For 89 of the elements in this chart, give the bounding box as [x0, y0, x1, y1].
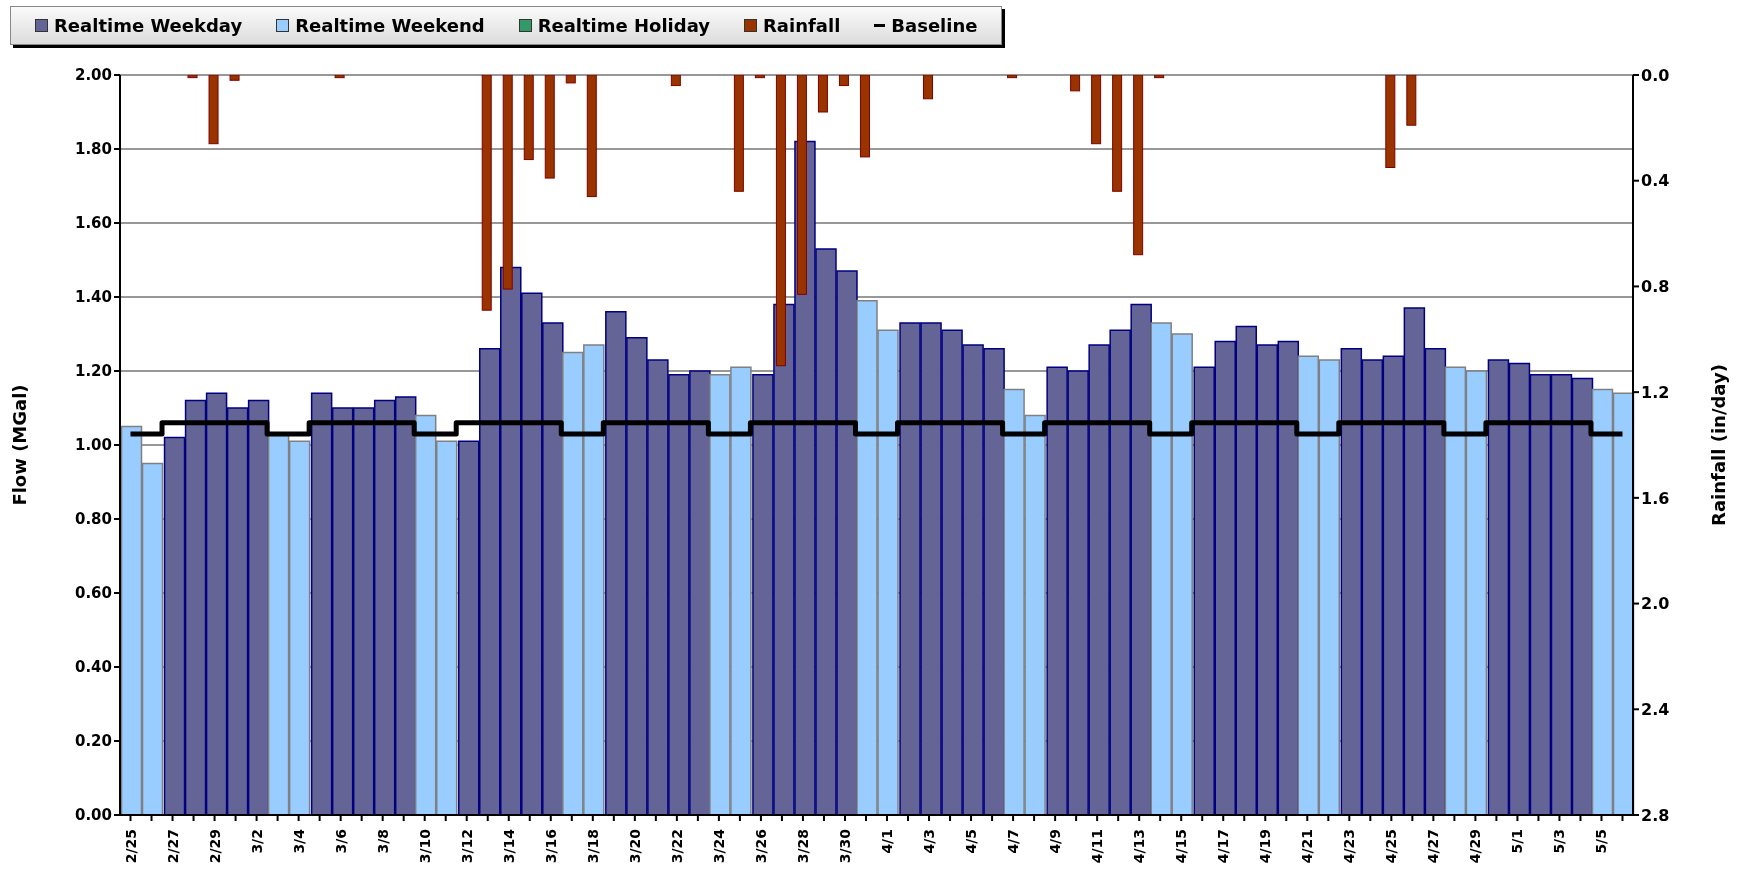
x-tick-label: 3/30	[836, 828, 853, 864]
bar	[1070, 75, 1081, 92]
bar	[334, 75, 345, 79]
x-tick-label: 3/18	[584, 829, 601, 864]
x-tick-label: 4/5	[963, 829, 980, 854]
bar	[1007, 75, 1018, 79]
x-tick-label: 5/3	[1551, 829, 1568, 854]
y2-tick-label: 2.0	[1641, 594, 1670, 614]
bar	[670, 75, 681, 87]
x-tick-label: 2/27	[164, 829, 181, 864]
y2-tick-label: 2.8	[1641, 805, 1670, 825]
bar	[817, 75, 828, 113]
y-tick-label: 0.80	[74, 510, 112, 529]
bar	[1112, 75, 1123, 192]
bar	[187, 75, 198, 79]
x-tick-label: 3/10	[416, 828, 433, 864]
bar	[838, 75, 849, 87]
y-tick-label: 2.00	[74, 66, 112, 85]
y2-tick-label: 1.6	[1641, 488, 1670, 508]
x-tick-label: 4/11	[1089, 829, 1106, 864]
x-tick-label: 4/19	[1257, 829, 1274, 864]
bar	[796, 75, 807, 295]
bar	[754, 75, 765, 79]
x-tick-label: 4/7	[1005, 829, 1022, 854]
y2-tick-label: 1.2	[1641, 382, 1670, 402]
x-tick-label: 3/6	[332, 829, 349, 854]
x-tick-label: 4/23	[1341, 829, 1358, 864]
bar	[208, 75, 219, 145]
bar	[859, 75, 870, 158]
y-tick-label: 1.60	[74, 214, 112, 233]
bar	[1154, 75, 1165, 79]
y2-tick-label: 0.8	[1641, 277, 1670, 297]
legend-label: Realtime Holiday	[537, 15, 710, 36]
bar	[1406, 75, 1417, 126]
x-tick-label: 3/24	[710, 828, 727, 864]
x-tick-label: 3/20	[626, 828, 643, 864]
x-tick-label: 3/12	[458, 829, 475, 864]
bar	[502, 75, 513, 290]
x-tick-label: 4/17	[1215, 829, 1232, 864]
x-tick-label: 4/3	[921, 829, 938, 854]
y2-axis-title: Rainfall (in/day)	[1708, 364, 1730, 526]
bar	[923, 75, 934, 100]
bar	[229, 75, 240, 81]
x-tick-label: 4/25	[1383, 829, 1400, 864]
y2-tick-label: 0.0	[1641, 65, 1670, 85]
x-tick-label: 3/22	[668, 829, 685, 864]
x-tick-label: 4/15	[1173, 829, 1190, 864]
bar	[1385, 75, 1396, 168]
x-tick-label: 3/28	[794, 829, 811, 864]
x-tick-label: 3/14	[500, 828, 517, 864]
y2-tick-label: 0.4	[1641, 171, 1670, 191]
x-tick-label: 2/25	[122, 829, 139, 864]
x-tick-label: 3/8	[374, 829, 391, 854]
bar	[1091, 75, 1102, 145]
y-tick-label: 0.20	[74, 732, 112, 751]
bar	[1133, 75, 1144, 256]
y-tick-label: 0.60	[74, 584, 112, 603]
x-tick-label: 3/2	[248, 829, 265, 854]
y-tick-label: 0.00	[74, 806, 112, 825]
bar	[565, 75, 576, 84]
legend-label: Realtime Weekday	[54, 15, 243, 36]
y-tick-label: 1.80	[74, 140, 112, 159]
legend-label: Realtime Weekend	[295, 15, 485, 36]
y-axis-title: Flow (MGal)	[9, 384, 31, 506]
x-tick-label: 2/29	[206, 829, 223, 864]
bar	[733, 75, 744, 192]
x-tick-label: 5/1	[1509, 829, 1526, 854]
x-tick-label: 4/9	[1047, 829, 1064, 854]
bar	[523, 75, 534, 161]
bar	[775, 75, 786, 367]
x-tick-label: 4/29	[1467, 829, 1484, 864]
x-tick-label: 4/27	[1425, 829, 1442, 864]
y-tick-label: 1.40	[74, 288, 112, 307]
x-tick-label: 3/26	[752, 829, 769, 864]
y2-tick-label: 2.4	[1641, 699, 1670, 719]
bar	[481, 75, 492, 311]
x-tick-label: 3/16	[542, 829, 559, 864]
x-tick-label: 3/4	[290, 828, 307, 854]
y-tick-label: 1.00	[74, 436, 112, 455]
bar	[544, 75, 555, 179]
x-tick-label: 4/1	[879, 829, 896, 854]
x-tick-label: 4/21	[1299, 829, 1316, 864]
legend-label: Rainfall	[763, 15, 841, 36]
x-tick-label: 5/5	[1593, 829, 1610, 854]
bar	[586, 75, 597, 198]
y-tick-label: 1.20	[74, 362, 112, 381]
legend-label: Baseline	[891, 15, 978, 36]
x-tick-label: 4/13	[1131, 829, 1148, 864]
y-tick-label: 0.40	[74, 658, 112, 677]
